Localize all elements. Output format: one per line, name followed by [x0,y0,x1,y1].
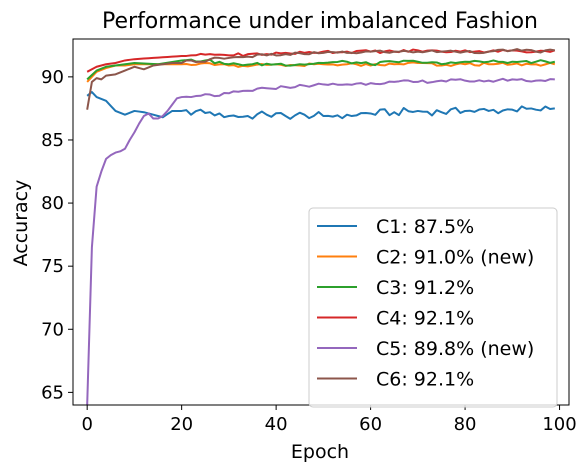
legend: C1: 87.5% C2: 91.0% (new) C3: 91.2% C4: 92.… [308,207,558,408]
legend-entry: C2: 91.0% (new) [376,247,534,269]
chart-title: Performance under imbalanced Fashion [102,9,538,34]
legend-entry: C3: 91.2% [376,277,474,299]
legend-entry: C6: 92.1% [376,369,474,391]
series-layer [86,48,556,405]
x-axis-label: Epoch [291,441,349,463]
legend-entry: C4: 92.1% [376,308,474,330]
series-line-1 [86,91,555,120]
y-tick-label: 75 [41,256,64,277]
legend-box [308,207,558,408]
series-line-5 [86,77,555,405]
y-axis-label: Accuracy [10,180,32,267]
y-axis: 65 70 75 80 85 90 [41,67,73,403]
series-line-6 [86,48,555,110]
x-axis: 0 20 40 60 80 100 [81,405,577,435]
y-tick-label: 85 [41,130,64,151]
y-tick-label: 90 [41,67,64,88]
y-tick-label: 65 [41,382,64,403]
y-tick-label: 70 [41,319,64,340]
x-tick-label: 100 [542,414,576,435]
y-tick-label: 80 [41,193,64,214]
series-line-3 [86,58,556,81]
legend-entry: C5: 89.8% (new) [376,338,534,360]
x-tick-label: 60 [359,414,382,435]
x-tick-label: 0 [81,414,92,435]
x-tick-label: 80 [454,414,477,435]
x-tick-label: 20 [170,414,193,435]
legend-entry: C1: 87.5% [376,216,474,238]
x-tick-label: 40 [265,414,288,435]
